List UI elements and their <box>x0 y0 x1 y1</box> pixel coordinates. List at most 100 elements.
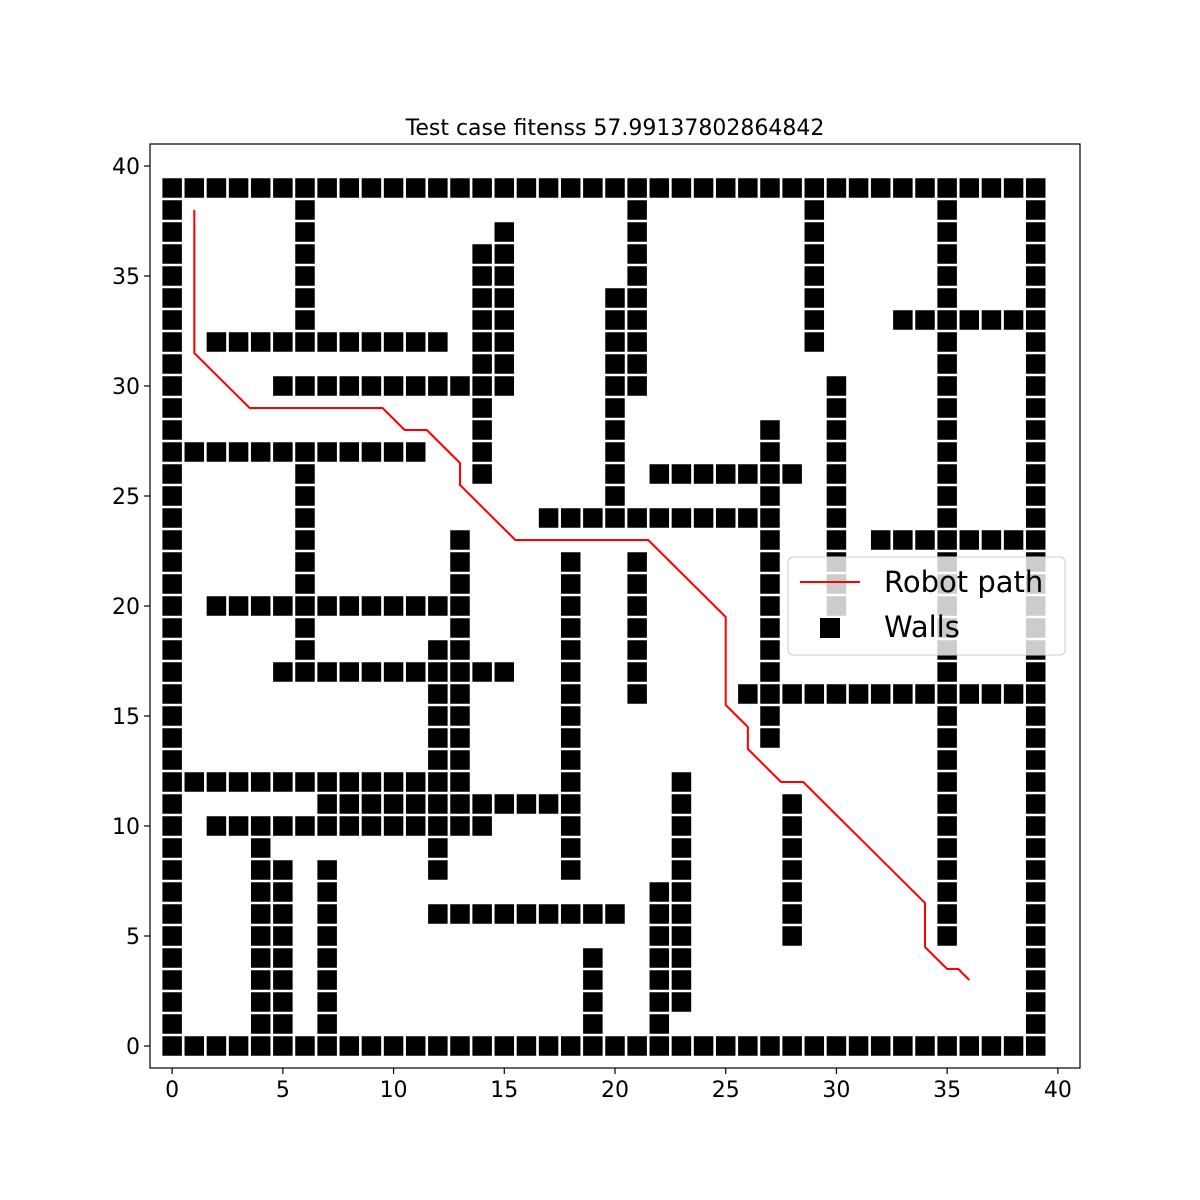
wall-marker <box>206 596 227 616</box>
wall-marker <box>937 266 957 286</box>
wall-marker <box>162 354 182 374</box>
wall-marker <box>937 508 957 528</box>
wall-marker <box>317 970 337 990</box>
wall-marker <box>228 178 249 198</box>
wall-marker <box>339 178 360 198</box>
wall-marker <box>1025 860 1046 880</box>
wall-marker <box>162 266 182 286</box>
wall-marker <box>295 178 315 198</box>
legend-path-label: Robot path <box>884 565 1043 599</box>
wall-marker <box>1025 948 1046 968</box>
wall-marker <box>760 420 780 440</box>
wall-marker <box>405 816 426 836</box>
wall-marker <box>915 310 935 330</box>
wall-marker <box>959 1036 980 1056</box>
wall-marker <box>804 310 825 330</box>
wall-marker <box>649 904 670 924</box>
wall-marker <box>405 332 426 352</box>
wall-marker <box>405 376 426 396</box>
wall-marker <box>162 552 182 572</box>
wall-marker <box>494 354 515 374</box>
wall-marker <box>738 684 758 704</box>
wall-marker <box>959 178 980 198</box>
wall-marker <box>250 1036 271 1056</box>
wall-marker <box>760 442 780 462</box>
wall-marker <box>893 310 913 330</box>
wall-marker <box>472 354 492 374</box>
wall-marker <box>450 574 470 594</box>
wall-marker <box>627 640 647 660</box>
wall-marker <box>981 1036 1002 1056</box>
wall-marker <box>494 244 515 264</box>
wall-marker <box>826 178 847 198</box>
wall-marker <box>162 860 182 880</box>
wall-marker <box>782 816 802 836</box>
y-tick-label: 35 <box>112 265 140 290</box>
wall-marker <box>671 816 692 836</box>
x-tick-label: 15 <box>490 1078 518 1103</box>
wall-marker <box>671 882 692 902</box>
wall-marker <box>1025 200 1046 220</box>
wall-marker <box>1025 376 1046 396</box>
wall-marker <box>162 838 182 858</box>
wall-marker <box>273 596 293 616</box>
wall-marker <box>295 442 315 462</box>
wall-marker <box>250 178 271 198</box>
wall-marker <box>428 838 448 858</box>
wall-marker <box>826 376 847 396</box>
wall-marker <box>560 728 581 748</box>
wall-marker <box>1025 706 1046 726</box>
wall-marker <box>715 178 736 198</box>
wall-marker <box>560 816 581 836</box>
wall-marker <box>1025 178 1046 198</box>
wall-marker <box>162 398 182 418</box>
wall-marker <box>937 420 957 440</box>
wall-marker <box>339 332 360 352</box>
legend-walls-swatch <box>820 618 840 638</box>
wall-marker <box>937 772 957 792</box>
wall-marker <box>760 706 780 726</box>
wall-marker <box>162 882 182 902</box>
wall-marker <box>937 882 957 902</box>
wall-marker <box>472 178 492 198</box>
wall-marker <box>1025 442 1046 462</box>
wall-marker <box>450 618 470 638</box>
wall-marker <box>560 1036 581 1056</box>
wall-marker <box>937 816 957 836</box>
wall-marker <box>649 926 670 946</box>
wall-marker <box>560 574 581 594</box>
wall-marker <box>1025 970 1046 990</box>
y-tick-label: 30 <box>112 375 140 400</box>
wall-marker <box>273 948 293 968</box>
y-tick-label: 0 <box>126 1035 140 1060</box>
wall-marker <box>428 332 448 352</box>
wall-marker <box>760 596 780 616</box>
wall-marker <box>538 508 559 528</box>
wall-marker <box>428 706 448 726</box>
wall-marker <box>826 442 847 462</box>
wall-marker <box>295 244 315 264</box>
wall-marker <box>228 332 249 352</box>
wall-marker <box>671 970 692 990</box>
wall-marker <box>538 178 559 198</box>
wall-marker <box>782 1036 802 1056</box>
wall-marker <box>494 662 515 682</box>
x-tick-label: 5 <box>276 1078 290 1103</box>
wall-marker <box>538 904 559 924</box>
wall-marker <box>450 794 470 814</box>
wall-marker <box>1025 772 1046 792</box>
wall-marker <box>273 442 293 462</box>
wall-marker <box>361 596 382 616</box>
wall-marker <box>250 970 271 990</box>
wall-marker <box>206 1036 227 1056</box>
wall-marker <box>162 816 182 836</box>
wall-marker <box>627 200 647 220</box>
wall-marker <box>228 442 249 462</box>
wall-marker <box>848 178 869 198</box>
wall-marker <box>937 684 957 704</box>
wall-marker <box>339 1036 360 1056</box>
wall-marker <box>1025 882 1046 902</box>
wall-marker <box>428 662 448 682</box>
wall-marker <box>826 508 847 528</box>
